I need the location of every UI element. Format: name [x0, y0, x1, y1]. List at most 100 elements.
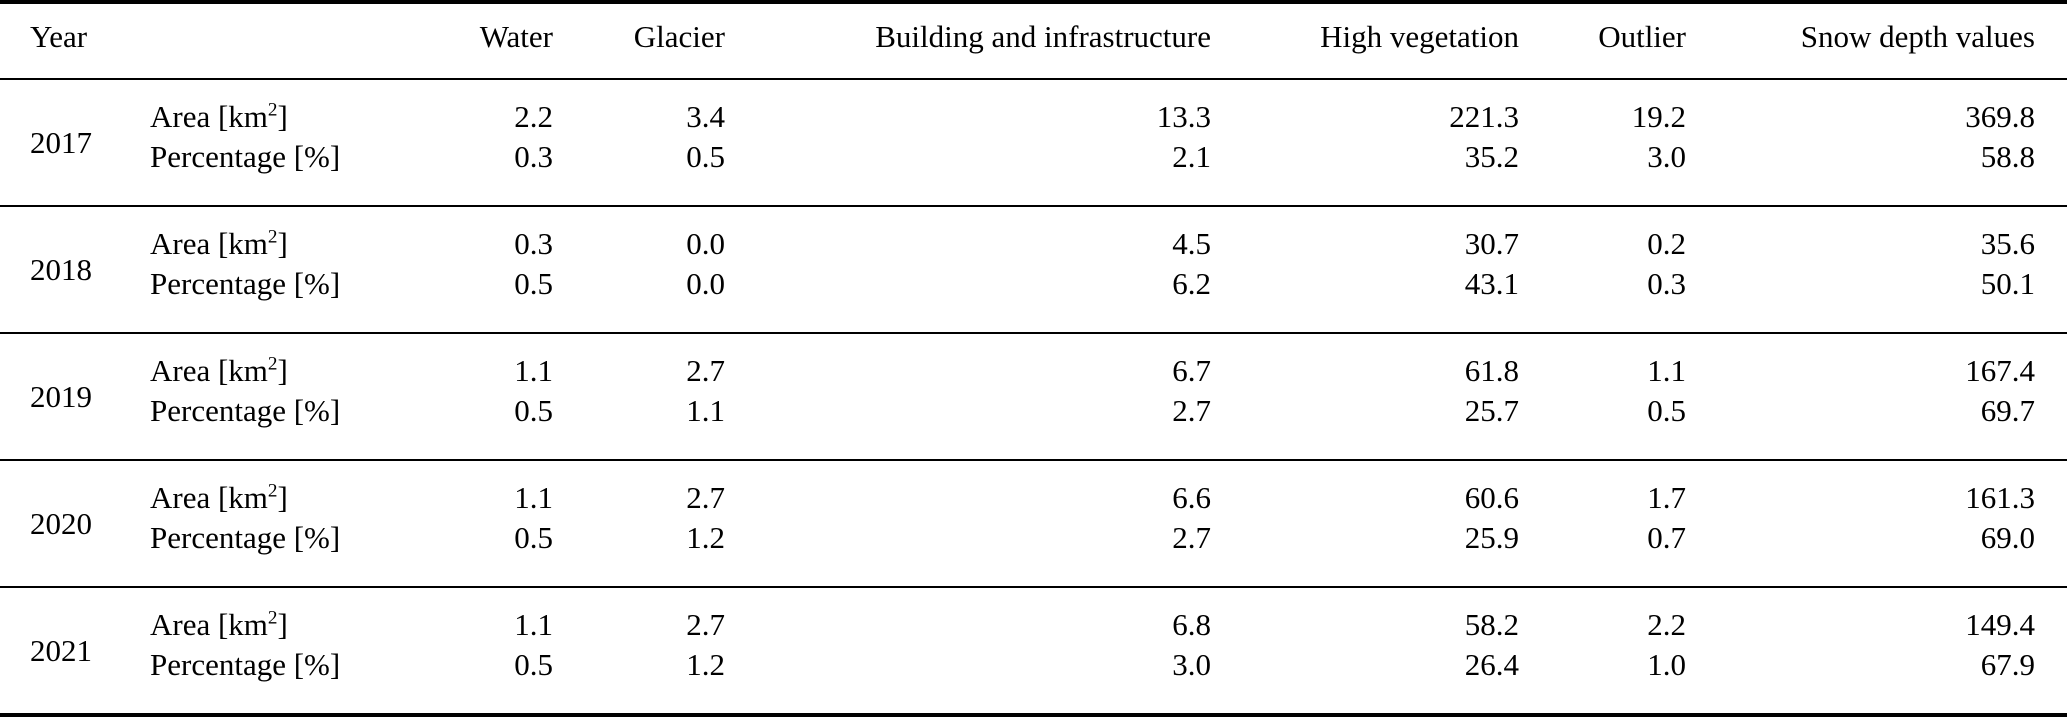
superscript-2: 2 [267, 99, 278, 121]
value-cell: 0.3 [514, 139, 553, 174]
value-cell: 2.7 [686, 353, 725, 388]
row-label-area: Area [km2] [150, 587, 460, 645]
value-cell: 0.0 [686, 226, 725, 261]
value-cell: 67.9 [1980, 647, 2035, 682]
row-label-area-close: ] [277, 353, 288, 388]
table-row: 2017 Area [km2] 2.2 3.4 13.3 221.3 19.2 … [0, 79, 2067, 160]
value-cell: 0.5 [514, 393, 553, 428]
value-cell: 0.5 [686, 139, 725, 174]
value-cell: 13.3 [1156, 99, 1211, 134]
value-cell: 2.7 [1172, 393, 1211, 428]
row-label-area-close: ] [277, 480, 288, 515]
table-row: 2020 Area [km2] 1.1 2.7 6.6 60.6 1.7 161… [0, 460, 2067, 541]
row-label-area-text: Area [km [150, 607, 268, 642]
value-cell: 61.8 [1464, 353, 1519, 388]
row-label-percentage: Percentage [%] [150, 393, 341, 428]
value-cell: 0.5 [514, 647, 553, 682]
value-cell: 0.0 [686, 266, 725, 301]
table-row: Percentage [%] 0.5 0.0 6.2 43.1 0.3 50.1 [0, 264, 2067, 333]
value-cell: 221.3 [1449, 99, 1519, 134]
value-cell: 19.2 [1631, 99, 1686, 134]
superscript-2: 2 [267, 353, 278, 375]
year-label: 2019 [30, 378, 92, 414]
value-cell: 2.1 [1172, 139, 1211, 174]
value-cell: 6.6 [1172, 480, 1211, 515]
header-row: Year Water Glacier Building and infrastr… [0, 2, 2067, 80]
value-cell: 2.7 [686, 607, 725, 642]
row-label-area-text: Area [km [150, 480, 268, 515]
table-row: Percentage [%] 0.5 1.2 2.7 25.9 0.7 69.0 [0, 518, 2067, 587]
value-cell: 0.3 [514, 226, 553, 261]
year-group-2021: 2021 Area [km2] 1.1 2.7 6.8 58.2 2.2 149… [0, 587, 2067, 715]
value-cell: 0.5 [514, 266, 553, 301]
row-label-percentage: Percentage [%] [150, 520, 341, 555]
col-header-glacier: Glacier [553, 2, 725, 80]
value-cell: 1.1 [686, 393, 725, 428]
col-header-outlier: Outlier [1519, 2, 1686, 80]
year-group-2019: 2019 Area [km2] 1.1 2.7 6.7 61.8 1.1 167… [0, 333, 2067, 460]
table-row: 2019 Area [km2] 1.1 2.7 6.7 61.8 1.1 167… [0, 333, 2067, 414]
value-cell: 25.7 [1464, 393, 1519, 428]
row-label-area: Area [km2] [150, 333, 460, 391]
value-cell: 2.7 [1172, 520, 1211, 555]
row-label-area-close: ] [277, 607, 288, 642]
row-label-area: Area [km2] [150, 79, 460, 137]
year-group-2020: 2020 Area [km2] 1.1 2.7 6.6 60.6 1.7 161… [0, 460, 2067, 587]
table-row: Percentage [%] 0.5 1.2 3.0 26.4 1.0 67.9 [0, 645, 2067, 715]
value-cell: 1.2 [686, 647, 725, 682]
value-cell: 2.2 [1647, 607, 1686, 642]
value-cell: 1.1 [514, 480, 553, 515]
row-label-area-close: ] [277, 226, 288, 261]
value-cell: 3.4 [686, 99, 725, 134]
value-cell: 6.7 [1172, 353, 1211, 388]
col-header-high-vegetation: High vegetation [1211, 2, 1519, 80]
value-cell: 1.1 [1647, 353, 1686, 388]
value-cell: 1.1 [514, 607, 553, 642]
value-cell: 25.9 [1464, 520, 1519, 555]
value-cell: 6.2 [1172, 266, 1211, 301]
value-cell: 60.6 [1464, 480, 1519, 515]
row-label-area-close: ] [277, 99, 288, 134]
value-cell: 50.1 [1980, 266, 2035, 301]
value-cell: 161.3 [1965, 480, 2035, 515]
value-cell: 0.5 [514, 520, 553, 555]
value-cell: 43.1 [1464, 266, 1519, 301]
col-header-year: Year [0, 2, 150, 80]
table-header: Year Water Glacier Building and infrastr… [0, 2, 2067, 80]
value-cell: 0.2 [1647, 226, 1686, 261]
superscript-2: 2 [267, 607, 278, 629]
year-label: 2018 [30, 251, 92, 287]
col-header-building-infrastructure: Building and infrastructure [725, 2, 1211, 80]
value-cell: 69.0 [1980, 520, 2035, 555]
value-cell: 58.2 [1464, 607, 1519, 642]
year-group-2017: 2017 Area [km2] 2.2 3.4 13.3 221.3 19.2 … [0, 79, 2067, 206]
value-cell: 1.0 [1647, 647, 1686, 682]
value-cell: 3.0 [1647, 139, 1686, 174]
value-cell: 1.7 [1647, 480, 1686, 515]
row-label-percentage: Percentage [%] [150, 266, 341, 301]
year-label: 2017 [30, 124, 92, 160]
value-cell: 6.8 [1172, 607, 1211, 642]
value-cell: 69.7 [1980, 393, 2035, 428]
value-cell: 149.4 [1965, 607, 2035, 642]
value-cell: 0.7 [1647, 520, 1686, 555]
value-cell: 369.8 [1965, 99, 2035, 134]
value-cell: 35.6 [1980, 226, 2035, 261]
value-cell: 26.4 [1464, 647, 1519, 682]
col-header-water: Water [460, 2, 553, 80]
year-group-2018: 2018 Area [km2] 0.3 0.0 4.5 30.7 0.2 35.… [0, 206, 2067, 333]
col-header-snow-depth-values: Snow depth values [1686, 2, 2067, 80]
row-label-area-text: Area [km [150, 353, 268, 388]
row-label-percentage: Percentage [%] [150, 647, 341, 682]
value-cell: 0.3 [1647, 266, 1686, 301]
table-row: Percentage [%] 0.3 0.5 2.1 35.2 3.0 58.8 [0, 137, 2067, 206]
value-cell: 1.1 [514, 353, 553, 388]
row-label-percentage: Percentage [%] [150, 139, 341, 174]
table-row: 2018 Area [km2] 0.3 0.0 4.5 30.7 0.2 35.… [0, 206, 2067, 287]
col-header-row-label [150, 2, 460, 80]
value-cell: 167.4 [1965, 353, 2035, 388]
value-cell: 35.2 [1464, 139, 1519, 174]
value-cell: 58.8 [1980, 139, 2035, 174]
